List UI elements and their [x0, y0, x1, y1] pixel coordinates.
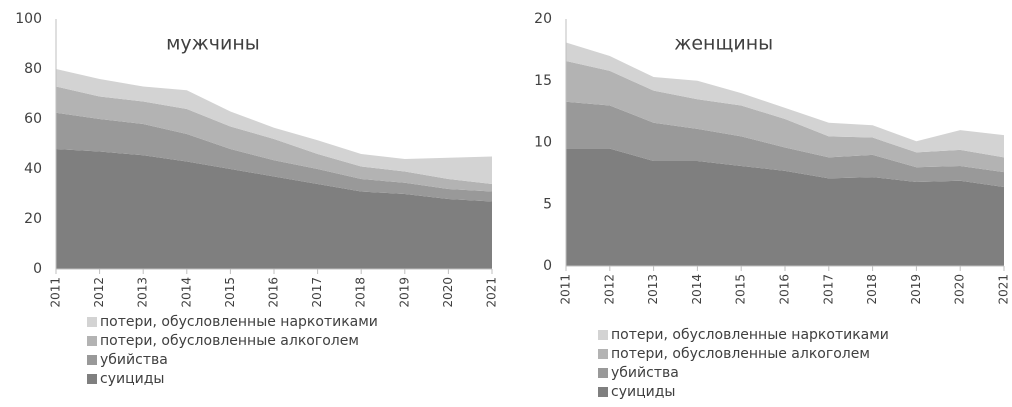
x-tick-label: 2014 [690, 274, 704, 305]
y-tick-label: 80 [24, 61, 42, 77]
y-tick-label: 0 [33, 261, 42, 277]
legend-swatch [598, 349, 608, 359]
legend-label: потери, обусловленные алкоголем [611, 346, 870, 362]
y-tick-label: 5 [543, 196, 552, 212]
legend-label: потери, обусловленные наркотиками [100, 314, 378, 330]
x-tick-label: 2011 [559, 274, 573, 305]
chart-title: мужчины [166, 33, 260, 55]
x-tick-label: 2013 [646, 274, 660, 305]
y-tick-label: 0 [543, 258, 552, 274]
legend-swatch [598, 368, 608, 378]
x-tick-label: 2018 [865, 274, 879, 305]
x-tick-label: 2016 [778, 274, 792, 305]
y-tick-label: 20 [534, 11, 552, 27]
legend-label: убийства [100, 352, 168, 368]
area [566, 101, 1004, 187]
area [56, 69, 492, 184]
x-tick-label: 2021 [485, 277, 499, 308]
x-tick-label: 2020 [441, 277, 455, 308]
y-tick-label: 60 [24, 111, 42, 127]
y-tick-label: 15 [534, 73, 552, 89]
area [56, 112, 492, 202]
y-tick-label: 40 [24, 161, 42, 177]
legend-label: суициды [100, 371, 164, 387]
x-tick-label: 2019 [397, 277, 411, 308]
legend-swatch [87, 317, 97, 327]
x-tick-label: 2019 [909, 274, 923, 305]
x-tick-label: 2011 [49, 277, 63, 308]
x-tick-label: 2015 [223, 277, 237, 308]
legend-label: убийства [611, 365, 679, 381]
legend-swatch [87, 355, 97, 365]
y-tick-label: 10 [534, 135, 552, 151]
x-tick-label: 2021 [997, 274, 1011, 305]
x-tick-label: 2016 [267, 277, 281, 308]
y-tick-label: 20 [24, 211, 42, 227]
x-tick-label: 2017 [821, 274, 835, 305]
area [566, 60, 1004, 173]
legend-label: потери, обусловленные алкоголем [100, 333, 359, 349]
chart-title: женщины [674, 33, 773, 55]
area [56, 149, 492, 269]
x-tick-label: 2012 [92, 277, 106, 308]
x-tick-label: 2015 [734, 274, 748, 305]
x-tick-label: 2020 [953, 274, 967, 305]
x-tick-label: 2014 [179, 277, 193, 308]
x-tick-label: 2018 [354, 277, 368, 308]
legend-swatch [598, 387, 608, 397]
x-tick-label: 2013 [136, 277, 150, 308]
area [566, 42, 1004, 158]
legend-swatch [87, 374, 97, 384]
legend-label: суициды [611, 384, 675, 400]
y-tick-label: 100 [15, 11, 42, 27]
legend-label: потери, обусловленные наркотиками [611, 327, 889, 343]
x-tick-label: 2012 [602, 274, 616, 305]
legend-swatch [87, 336, 97, 346]
x-tick-label: 2017 [310, 277, 324, 308]
area [566, 148, 1004, 266]
legend-swatch [598, 330, 608, 340]
